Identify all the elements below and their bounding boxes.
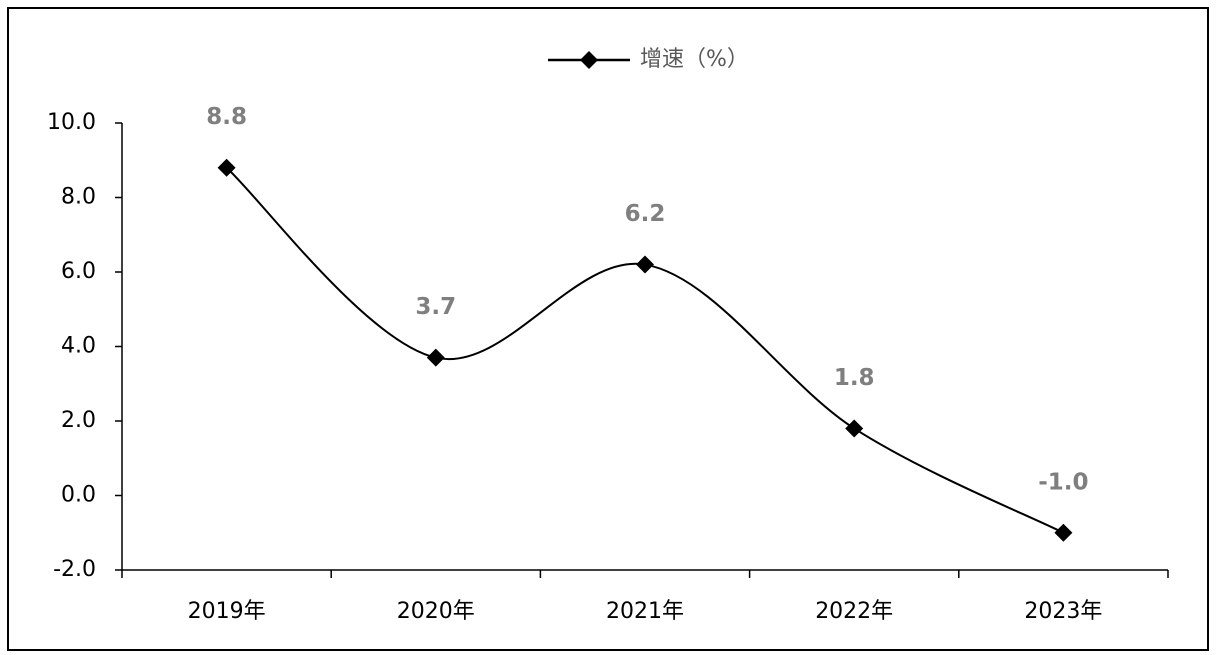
y-tick-label: 2.0 [61, 408, 96, 433]
legend-label: 增速（%） [640, 47, 749, 72]
y-tick-label: 6.0 [61, 259, 96, 284]
y-tick-label: 10.0 [47, 110, 96, 135]
x-tick-label: 2019年 [188, 599, 266, 624]
marker [426, 348, 445, 367]
marker [1054, 523, 1073, 542]
y-tick-label: 0.0 [61, 483, 96, 508]
chart-frame [7, 7, 1209, 651]
x-tick-label: 2023年 [1024, 599, 1102, 624]
value-label: -1.0 [1038, 469, 1088, 495]
legend-marker [580, 51, 598, 69]
y-tick-label: 8.0 [61, 185, 96, 210]
y-tick-label: 4.0 [61, 334, 96, 359]
x-tick-label: 2022年 [815, 599, 893, 624]
value-label: 3.7 [415, 294, 456, 320]
value-label: 1.8 [834, 365, 875, 391]
value-label: 8.8 [206, 104, 247, 130]
marker [845, 419, 864, 438]
marker [217, 158, 236, 177]
x-tick-label: 2021年 [606, 599, 684, 624]
marker [636, 255, 654, 274]
x-tick-label: 2020年 [397, 599, 475, 624]
value-label: 6.2 [625, 201, 666, 227]
y-tick-label: -2.0 [53, 557, 96, 582]
